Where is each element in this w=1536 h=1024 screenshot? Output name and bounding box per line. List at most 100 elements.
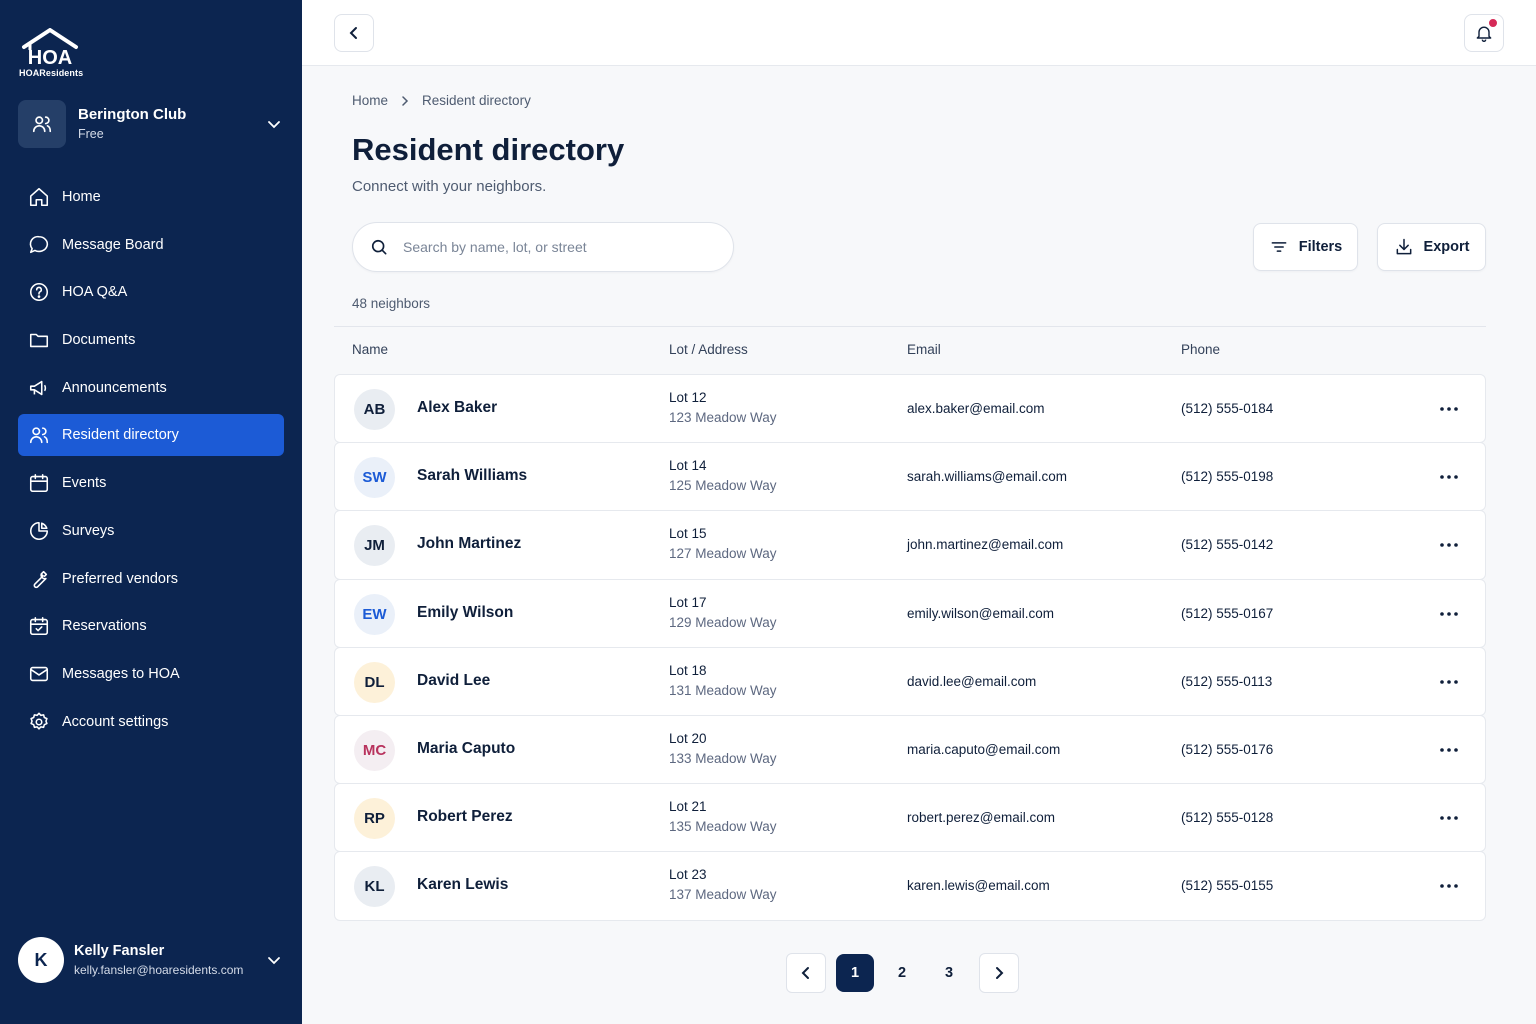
resident-avatar: SW [354,457,395,499]
more-options-icon[interactable] [1429,535,1469,555]
column-header-email[interactable]: Email [907,342,941,357]
more-options-icon[interactable] [1429,604,1469,624]
more-options-icon[interactable] [1429,876,1469,896]
sidebar-item-reservations[interactable]: Reservations [18,605,284,647]
resident-name[interactable]: Alex Baker [417,399,498,416]
org-avatar [18,100,66,148]
sidebar-item-preferred-vendors[interactable]: Preferred vendors [18,558,284,600]
sidebar-item-label: Announcements [62,379,167,396]
calendar-icon [28,472,50,494]
more-options-icon[interactable] [1429,740,1469,760]
search-input[interactable] [403,239,703,255]
question-icon [28,281,50,303]
resident-name[interactable]: Emily Wilson [417,603,514,621]
org-plan: Free [78,127,104,141]
resident-email[interactable]: emily.wilson@email.com [907,605,1054,621]
resident-name[interactable]: David Lee [417,671,491,689]
pagination-page-1[interactable]: 1 [836,954,874,994]
resident-address: 125 Meadow Way [669,478,777,494]
megaphone-icon [28,377,50,399]
brand-name: HOAResidents [19,68,84,78]
avatar: K [18,937,64,983]
sidebar-item-documents[interactable]: Documents [18,319,284,361]
sidebar-item-hoa-qa[interactable]: HOA Q&A [18,271,284,313]
table-row[interactable]: MC Maria Caputo Lot 20 133 Meadow Way ma… [334,714,1486,785]
more-options-icon[interactable] [1429,399,1469,419]
sidebar-item-home[interactable]: Home [18,176,284,218]
resident-address: 127 Meadow Way [669,546,777,562]
chevron-left-icon [349,27,357,39]
resident-address: 133 Meadow Way [669,750,777,766]
user-name: Kelly Fansler [74,943,165,959]
sidebar-item-label: HOA Q&A [62,284,128,301]
home-icon [28,186,50,208]
breadcrumb-home[interactable]: Home [352,93,389,108]
resident-name[interactable]: Robert Perez [417,808,513,826]
sidebar-item-label: Account settings [62,713,169,730]
table-row[interactable]: AB Alex Baker Lot 12 123 Meadow Way alex… [334,374,1486,444]
sidebar-item-surveys[interactable]: Surveys [18,510,284,552]
resident-lot: Lot 17 [669,594,707,610]
more-options-icon[interactable] [1429,672,1469,692]
pagination-prev-button[interactable] [786,953,826,993]
pagination-next-button[interactable] [979,953,1019,993]
export-button[interactable]: Export [1377,223,1486,271]
resident-email[interactable]: maria.caputo@email.com [907,741,1061,757]
user-menu[interactable]: K Kelly Fansler kelly.fansler@hoaresiden… [18,936,284,984]
more-options-icon[interactable] [1429,467,1469,487]
sidebar-item-resident-directory[interactable]: Resident directory [18,414,284,457]
table-row[interactable]: JM John Martinez Lot 15 127 Meadow Way j… [334,510,1486,580]
table-row[interactable]: RP Robert Perez Lot 21 135 Meadow Way ro… [334,783,1486,853]
table-row[interactable]: KL Karen Lewis Lot 23 137 Meadow Way kar… [334,851,1486,921]
resident-email[interactable]: sarah.williams@email.com [907,469,1067,485]
resident-avatar: KL [354,866,395,908]
column-header-lot[interactable]: Lot / Address [669,342,748,357]
resident-avatar: EW [354,593,395,635]
chevron-right-icon [996,967,1004,979]
resident-email[interactable]: david.lee@email.com [907,673,1037,689]
filters-label: Filters [1298,239,1343,255]
sidebar-item-messages-to-hoa[interactable]: Messages to HOA [18,653,284,695]
resident-email[interactable]: alex.baker@email.com [907,401,1045,416]
back-button[interactable] [334,14,374,52]
chevron-down-icon[interactable] [264,114,284,134]
table-row[interactable]: EW Emily Wilson Lot 17 129 Meadow Way em… [334,578,1486,648]
notifications-button[interactable] [1464,14,1504,52]
pagination-page-3[interactable]: 3 [930,954,968,994]
sidebar-item-message-board[interactable]: Message Board [18,224,284,266]
users-icon [28,424,50,446]
sidebar-item-announcements[interactable]: Announcements [18,367,284,409]
resident-email[interactable]: karen.lewis@email.com [907,878,1050,894]
table-row[interactable]: DL David Lee Lot 18 131 Meadow Way david… [334,646,1486,716]
resident-name[interactable]: Maria Caputo [417,739,516,757]
gear-icon [28,711,50,733]
resident-phone: (512) 555-0184 [1181,401,1274,416]
org-name: Berington Club [78,106,187,123]
hoa-logo[interactable]: HOA [18,28,88,80]
resident-email[interactable]: john.martinez@email.com [907,537,1064,553]
sidebar-item-events[interactable]: Events [18,462,284,504]
divider [334,326,1486,327]
pagination-page-2[interactable]: 2 [883,954,921,994]
resident-name[interactable]: Karen Lewis [417,876,509,894]
chevron-down-icon[interactable] [264,950,284,970]
filters-button[interactable]: Filters [1253,223,1358,271]
resident-address: 137 Meadow Way [669,887,777,903]
table-row[interactable]: SW Sarah Williams Lot 14 125 Meadow Way … [334,442,1486,512]
resident-lot: Lot 21 [669,799,707,815]
resident-phone: (512) 555-0113 [1181,673,1273,689]
org-switcher[interactable]: Berington Club Free [18,100,284,148]
wrench-icon [28,568,50,590]
page-number: 2 [897,965,907,981]
resident-name[interactable]: John Martinez [417,535,522,553]
more-options-icon[interactable] [1429,808,1469,828]
resident-address: 135 Meadow Way [669,819,777,835]
column-header-name[interactable]: Name [352,342,389,357]
column-header-phone[interactable]: Phone [1181,342,1221,357]
sidebar: HOA HOAResidents Berington Club Free Hom… [0,0,302,1024]
top-bar [302,0,1536,66]
sidebar-item-account-settings[interactable]: Account settings [18,701,284,743]
folder-icon [28,329,50,351]
resident-name[interactable]: Sarah Williams [417,467,528,485]
resident-email[interactable]: robert.perez@email.com [907,810,1056,826]
